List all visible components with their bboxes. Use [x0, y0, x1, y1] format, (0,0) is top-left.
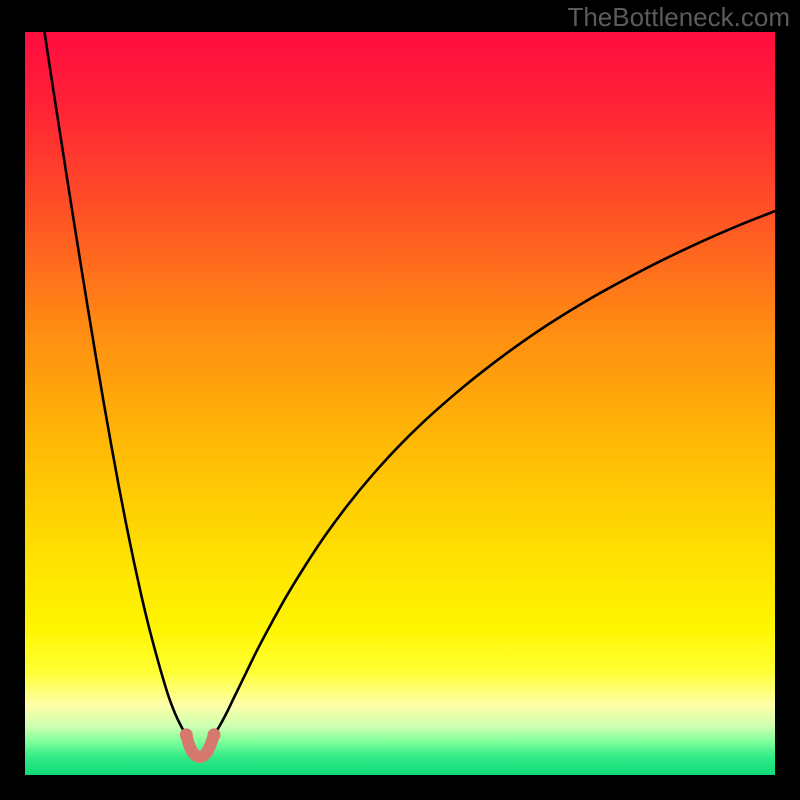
u-endpoint-right — [208, 728, 221, 741]
chart-frame: TheBottleneck.com — [0, 0, 800, 800]
bottleneck-curve-svg — [25, 32, 775, 775]
curve-left-branch — [45, 32, 187, 735]
u-endpoint-left — [180, 728, 193, 741]
plot-area — [25, 32, 775, 775]
watermark-text: TheBottleneck.com — [567, 2, 790, 33]
curve-right-branch — [214, 211, 775, 735]
